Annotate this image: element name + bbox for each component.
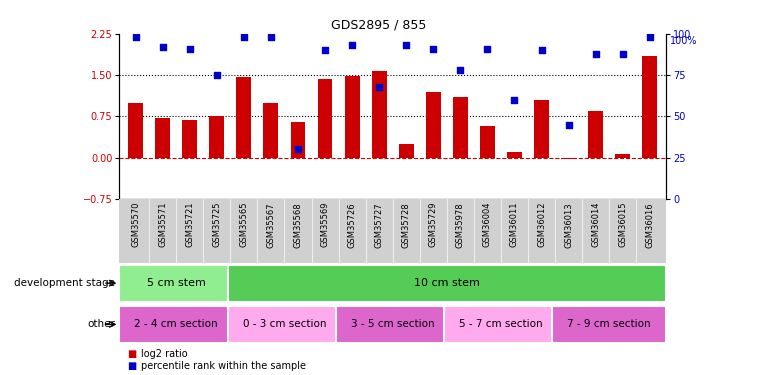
Bar	[236, 76, 251, 158]
Text: ■: ■	[127, 350, 136, 359]
Bar	[119, 265, 233, 302]
Text: GSM36013: GSM36013	[564, 202, 573, 248]
Bar	[480, 126, 495, 158]
Bar	[372, 71, 387, 158]
Point	[427, 46, 440, 52]
Bar	[228, 306, 341, 343]
Point	[129, 34, 142, 40]
Bar	[336, 306, 450, 343]
Bar	[453, 97, 468, 158]
Text: GSM36011: GSM36011	[510, 202, 519, 248]
Text: GSM35569: GSM35569	[320, 202, 330, 248]
Bar	[128, 102, 143, 158]
Text: GSM35725: GSM35725	[213, 202, 221, 248]
Point	[644, 34, 656, 40]
Text: 100%: 100%	[670, 36, 698, 46]
Point	[373, 84, 385, 90]
Point	[481, 46, 494, 52]
Bar	[561, 158, 576, 159]
Bar	[615, 154, 630, 158]
Point	[265, 34, 277, 40]
Text: GSM36014: GSM36014	[591, 202, 600, 248]
Text: GSM35571: GSM35571	[158, 202, 167, 248]
Text: GSM36012: GSM36012	[537, 202, 546, 248]
Point	[183, 46, 196, 52]
Text: GDS2895 / 855: GDS2895 / 855	[331, 19, 427, 32]
Bar	[552, 306, 666, 343]
Text: GSM35567: GSM35567	[266, 202, 276, 248]
Text: percentile rank within the sample: percentile rank within the sample	[141, 361, 306, 370]
Text: GSM36004: GSM36004	[483, 202, 492, 248]
Point	[562, 122, 574, 128]
Bar	[317, 79, 333, 158]
Text: 5 cm stem: 5 cm stem	[147, 278, 206, 288]
Text: GSM35728: GSM35728	[402, 202, 410, 248]
Bar	[444, 306, 557, 343]
Point	[454, 67, 467, 73]
Bar	[209, 116, 224, 158]
Point	[238, 34, 250, 40]
Point	[590, 51, 602, 57]
Point	[292, 146, 304, 152]
Bar	[228, 265, 666, 302]
Bar	[534, 100, 549, 158]
Text: 3 - 5 cm section: 3 - 5 cm section	[351, 320, 434, 329]
Text: 0 - 3 cm section: 0 - 3 cm section	[243, 320, 326, 329]
Text: GSM36015: GSM36015	[618, 202, 628, 248]
Bar	[426, 92, 440, 158]
Bar	[290, 122, 306, 158]
Bar	[263, 102, 278, 158]
Point	[400, 42, 413, 48]
Bar	[345, 76, 360, 158]
Point	[346, 42, 358, 48]
Text: GSM35565: GSM35565	[239, 202, 249, 248]
Text: GSM35568: GSM35568	[293, 202, 303, 248]
Text: ■: ■	[127, 361, 136, 370]
Text: development stage: development stage	[15, 278, 116, 288]
Bar	[507, 152, 522, 157]
Point	[211, 72, 223, 78]
Text: GSM35978: GSM35978	[456, 202, 465, 248]
Point	[319, 47, 331, 53]
Text: 5 - 7 cm section: 5 - 7 cm section	[459, 320, 543, 329]
Bar	[642, 56, 658, 158]
Bar	[119, 306, 233, 343]
Point	[617, 51, 629, 57]
Bar	[399, 144, 413, 158]
Text: 7 - 9 cm section: 7 - 9 cm section	[567, 320, 651, 329]
Point	[508, 97, 521, 103]
Text: GSM35727: GSM35727	[375, 202, 383, 248]
Text: GSM35726: GSM35726	[347, 202, 357, 248]
Text: GSM35570: GSM35570	[131, 202, 140, 248]
Bar	[588, 111, 603, 158]
Text: other: other	[88, 320, 116, 329]
Text: 10 cm stem: 10 cm stem	[414, 278, 480, 288]
Bar	[156, 118, 170, 158]
Text: GSM35721: GSM35721	[186, 202, 194, 248]
Point	[156, 44, 169, 50]
Text: GSM36016: GSM36016	[645, 202, 654, 248]
Text: GSM35729: GSM35729	[429, 202, 438, 248]
Point	[535, 47, 547, 53]
Text: log2 ratio: log2 ratio	[141, 350, 188, 359]
Bar	[182, 120, 197, 158]
Text: 2 - 4 cm section: 2 - 4 cm section	[135, 320, 218, 329]
